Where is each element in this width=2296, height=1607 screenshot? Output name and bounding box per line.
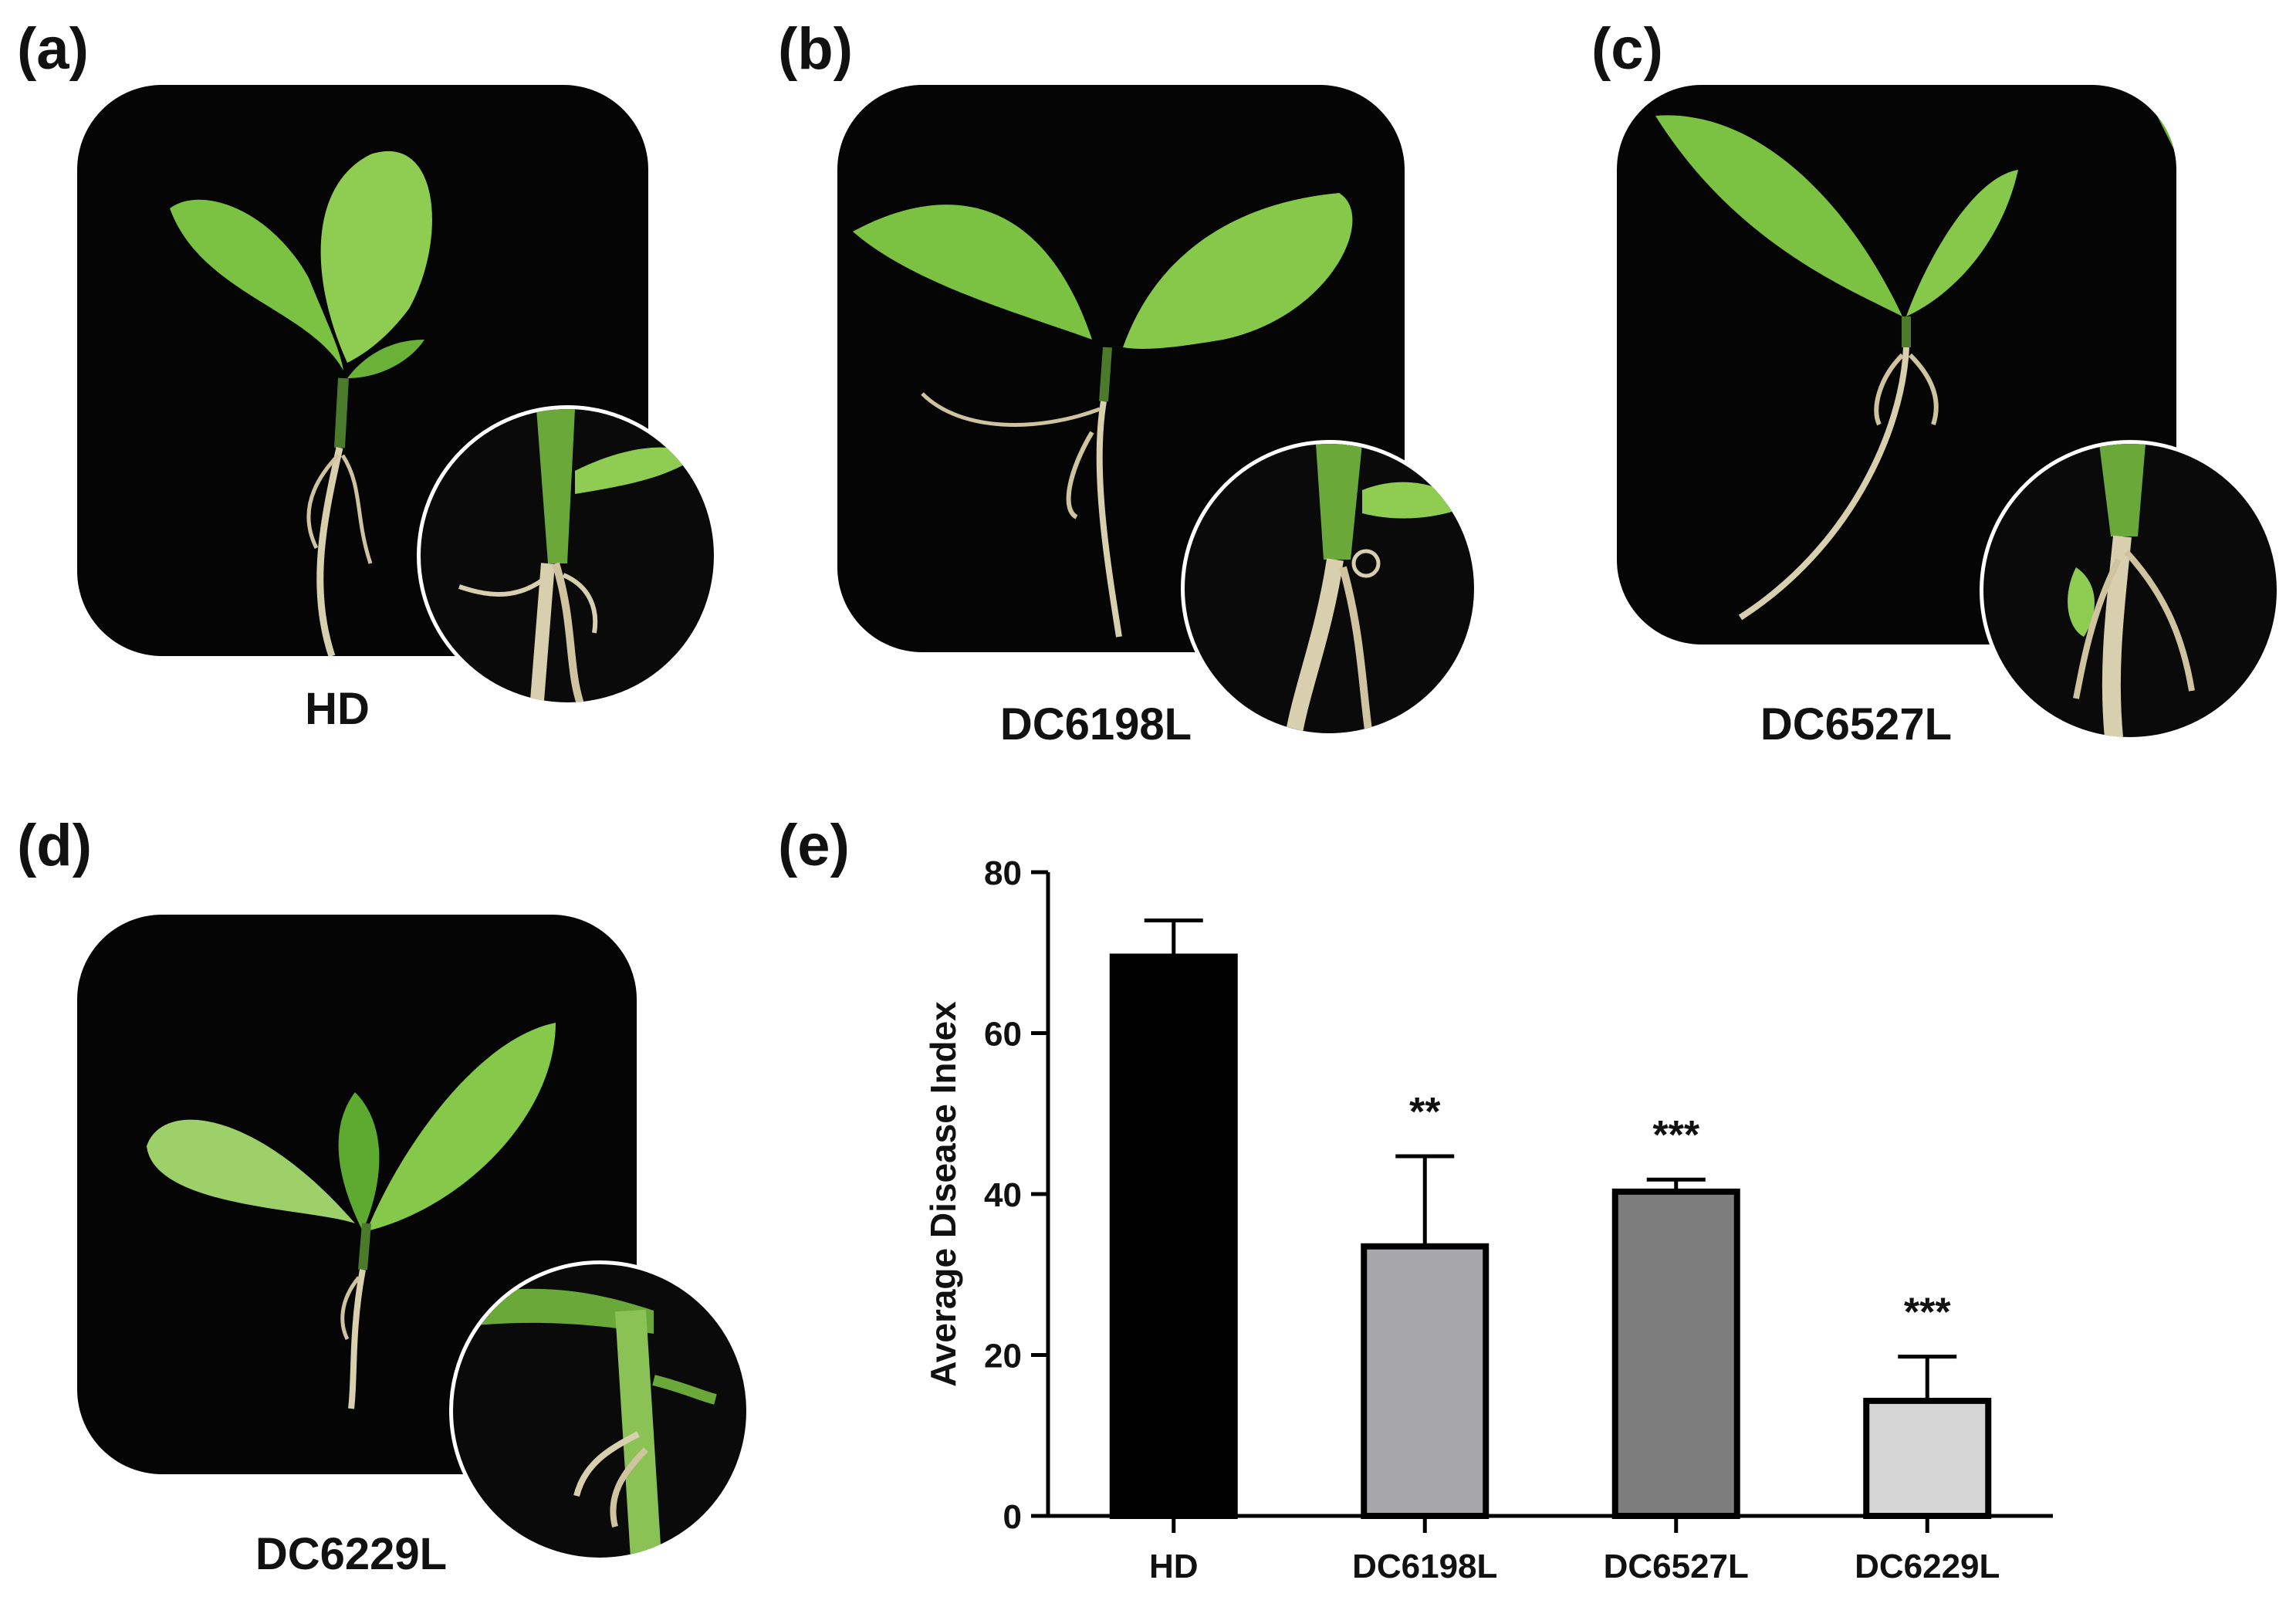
significance-label: *** [1652, 1113, 1699, 1158]
root-closeup-illustration [1285, 444, 1470, 733]
plant-photo-hd [77, 85, 648, 656]
caption-hd: HD [305, 684, 370, 734]
root-zoom-dc6198l [1181, 440, 1478, 737]
root-zoom-dc6527l [1980, 440, 2281, 741]
x-tick-label: DC6229L [1855, 1548, 2000, 1585]
y-tick-label: 0 [1003, 1498, 1022, 1536]
seedling-illustration [1655, 100, 2176, 621]
root-closeup-illustration [468, 1288, 717, 1558]
y-tick-label: 60 [984, 1016, 1022, 1054]
bar-hd [1109, 953, 1238, 1519]
panel-letter-d: (d) [17, 813, 93, 878]
root-zoom-hd [417, 405, 718, 706]
caption-dc6198l: DC6198L [999, 699, 1192, 749]
bar-dc6198l [1361, 1243, 1490, 1519]
bar-dc6527l [1611, 1188, 1740, 1519]
plant-photo-dc6527l [1617, 85, 2176, 644]
x-tick-label: HD [1149, 1548, 1199, 1585]
root-zoom-dc6229l [449, 1260, 750, 1561]
y-tick-label: 80 [984, 854, 1022, 892]
caption-dc6527l: DC6527L [1760, 699, 1953, 749]
panel-letter-b: (b) [778, 16, 854, 82]
panel-letter-a: (a) [17, 16, 89, 82]
significance-label: ** [1409, 1090, 1441, 1135]
seedling-illustration [853, 193, 1353, 638]
x-tick-label: DC6198L [1352, 1548, 1497, 1585]
y-tick-label: 40 [984, 1176, 1022, 1214]
panel-letter-e: (e) [778, 813, 850, 878]
x-tick-label: DC6527L [1604, 1548, 1749, 1585]
caption-dc6229l: DC6229L [255, 1529, 448, 1579]
bar-dc6229l [1863, 1397, 1992, 1519]
y-tick-label: 20 [984, 1338, 1022, 1375]
significance-label: *** [1904, 1291, 1951, 1335]
seedling-illustration [147, 1023, 556, 1409]
disease-index-bar-chart: 0 20 40 60 80 Average Disease Index HD DC6198L *… [923, 854, 2053, 1585]
y-axis-title: Average Disease Index [923, 1001, 963, 1387]
panel-letter-c: (c) [1591, 16, 1663, 82]
seedling-illustration [170, 151, 432, 656]
root-closeup-illustration [2068, 444, 2195, 737]
root-closeup-illustration [458, 409, 698, 702]
